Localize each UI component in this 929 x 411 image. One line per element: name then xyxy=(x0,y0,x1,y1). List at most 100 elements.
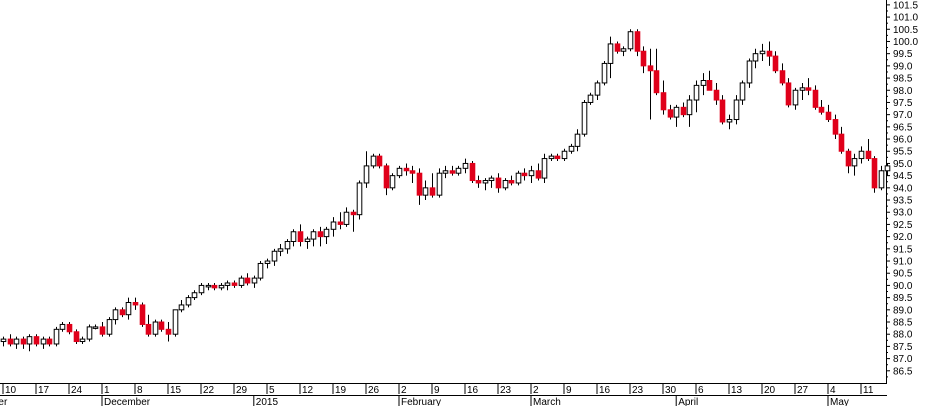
candle-body xyxy=(812,89,819,108)
price-tick-label: 99.5 xyxy=(893,49,913,60)
price-tick-label: 92.5 xyxy=(893,220,913,231)
price-tick-label: 96.0 xyxy=(893,135,913,146)
price-tick-label: 97.5 xyxy=(893,98,913,109)
candle-body xyxy=(277,248,284,252)
candle-body xyxy=(92,326,99,329)
candle-body xyxy=(290,231,297,243)
candle-body xyxy=(99,326,106,335)
candle-body xyxy=(376,155,383,167)
candle-body xyxy=(455,167,462,174)
candle-body xyxy=(191,292,198,299)
candle-body xyxy=(693,84,700,101)
candle-body xyxy=(653,70,660,94)
candle-body xyxy=(878,170,885,189)
candle-body xyxy=(218,284,225,289)
price-tick-label: 98.5 xyxy=(893,74,913,85)
candle-body xyxy=(66,323,73,333)
candle-body xyxy=(818,106,825,113)
day-label: 13 xyxy=(731,385,743,396)
day-label: 12 xyxy=(302,385,314,396)
candle-body xyxy=(330,221,337,230)
candle-body xyxy=(198,284,205,294)
candle-body xyxy=(350,211,357,216)
candle-body xyxy=(858,150,865,160)
candle-body xyxy=(409,170,416,174)
candle-body xyxy=(845,150,852,167)
candle-body xyxy=(772,55,779,72)
candle-body xyxy=(680,106,687,116)
day-label: 8 xyxy=(137,385,143,396)
candle-body xyxy=(640,50,647,67)
candle-body xyxy=(838,133,845,152)
candle-body xyxy=(686,99,693,116)
candle-body xyxy=(554,155,561,160)
candle-body xyxy=(832,119,839,135)
price-tick-label: 91.5 xyxy=(893,244,913,255)
price-tick-label: 96.5 xyxy=(893,122,913,133)
price-tick-label: 88.5 xyxy=(893,318,913,329)
price-tick-label: 86.5 xyxy=(893,366,913,377)
candle-body xyxy=(251,277,258,284)
price-tick-label: 93.0 xyxy=(893,208,913,219)
candle-body xyxy=(238,277,245,286)
day-label: 11 xyxy=(863,385,874,396)
candle-body xyxy=(26,336,33,345)
candle-body xyxy=(46,338,53,345)
month-label: May xyxy=(830,397,849,406)
day-label: 26 xyxy=(368,385,380,396)
candle-body xyxy=(495,177,502,189)
candle-body xyxy=(627,31,634,50)
candle-body xyxy=(488,177,495,182)
candle-body xyxy=(719,99,726,123)
price-tick-label: 88.0 xyxy=(893,330,913,341)
candle-body xyxy=(779,70,786,84)
candle-body xyxy=(33,336,40,345)
candle-body xyxy=(112,309,119,321)
price-tick-label: 101.0 xyxy=(893,13,918,24)
candle-body xyxy=(158,321,165,330)
candle-body xyxy=(172,309,179,335)
candle-body xyxy=(528,170,535,177)
month-label: er xyxy=(0,397,8,406)
candle-body xyxy=(152,321,159,335)
candle-body xyxy=(851,158,858,167)
candle-body xyxy=(508,180,515,184)
price-tick-label: 94.5 xyxy=(893,171,913,182)
price-tick-label: 87.0 xyxy=(893,354,913,365)
candle-body xyxy=(502,180,509,189)
candle-body xyxy=(587,94,594,103)
candle-body xyxy=(548,155,555,160)
candle-body xyxy=(396,167,403,177)
candle-body xyxy=(343,211,350,225)
day-label: 16 xyxy=(599,385,611,396)
price-tick-label: 91.0 xyxy=(893,257,913,268)
candle-body xyxy=(713,89,720,101)
candle-body xyxy=(271,250,278,262)
candle-body xyxy=(297,231,304,243)
candle-body xyxy=(865,150,872,160)
candle-body xyxy=(0,338,7,343)
candle-body xyxy=(660,92,667,111)
candle-body xyxy=(356,182,363,216)
price-tick-label: 100.0 xyxy=(893,37,918,48)
day-label: 23 xyxy=(500,385,512,396)
price-tick-label: 93.5 xyxy=(893,196,913,207)
day-label: 23 xyxy=(632,385,644,396)
candle-body xyxy=(620,48,627,52)
candle-body xyxy=(7,338,14,345)
candle-body xyxy=(317,231,324,238)
candle-body xyxy=(726,119,733,123)
candle-body xyxy=(244,277,251,284)
day-label: 19 xyxy=(335,385,347,396)
candle-body xyxy=(205,284,212,288)
day-label: 6 xyxy=(698,385,704,396)
day-label: 9 xyxy=(566,385,572,396)
candle-body xyxy=(20,338,27,345)
candle-body xyxy=(521,172,528,177)
day-label: 27 xyxy=(797,385,809,396)
day-label: 17 xyxy=(38,385,50,396)
candle-body xyxy=(284,241,291,250)
candle-body xyxy=(759,50,766,55)
day-label: 4 xyxy=(830,385,836,396)
